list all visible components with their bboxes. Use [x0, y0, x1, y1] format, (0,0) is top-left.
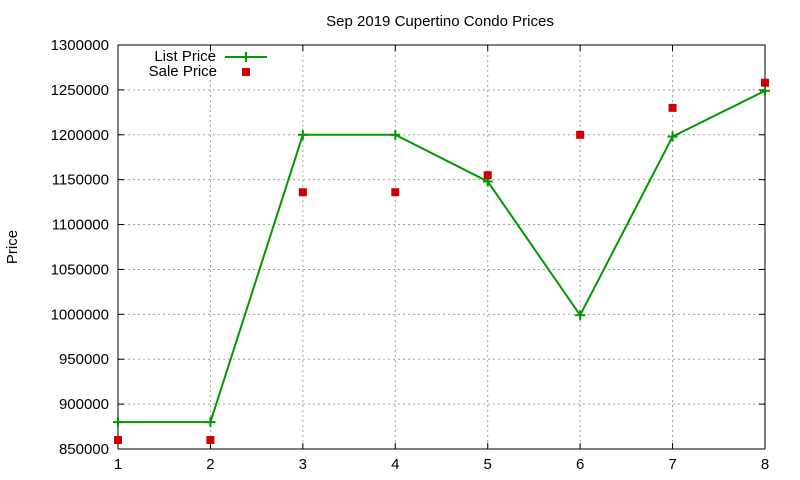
y-tick-label: 1200000 [51, 127, 109, 144]
y-tick-label: 1050000 [51, 261, 109, 278]
square-marker-icon [483, 171, 492, 180]
x-tick-label: 7 [668, 456, 676, 473]
y-axis-label: Price [4, 230, 21, 264]
legend-square-icon [242, 68, 250, 76]
square-marker-icon [761, 78, 769, 87]
chart-title: Sep 2019 Cupertino Condo Prices [326, 13, 554, 30]
square-marker-icon [576, 130, 585, 139]
x-tick-label: 2 [206, 456, 214, 473]
x-tick-label: 3 [299, 456, 307, 473]
square-marker-icon [114, 436, 122, 445]
y-axis-ticks: 850000 900000 950000 1000000 1050000 1100000 1… [51, 37, 765, 458]
x-tick-label: 5 [484, 456, 492, 473]
x-tick-label: 6 [576, 456, 584, 473]
legend-label-sale-price: Sale Price [149, 63, 217, 80]
y-tick-label: 1150000 [52, 172, 109, 189]
x-tick-label: 4 [391, 456, 399, 473]
y-tick-label: 1300000 [51, 37, 109, 54]
y-tick-label: 900000 [59, 396, 109, 413]
grid-lines [118, 45, 765, 449]
y-tick-label: 1100000 [52, 217, 109, 234]
legend-label-list-price: List Price [154, 48, 216, 65]
data-series [113, 78, 770, 445]
square-marker-icon [391, 188, 400, 197]
y-tick-label: 1250000 [51, 82, 109, 99]
plot-frame [117, 44, 766, 450]
square-marker-icon [206, 436, 215, 445]
square-marker-icon [298, 188, 307, 197]
y-tick-label: 850000 [59, 441, 109, 458]
x-tick-label: 8 [761, 456, 769, 473]
legend: List Price Sale Price [149, 48, 267, 80]
y-tick-label: 1000000 [51, 306, 109, 323]
list-price-line [118, 89, 766, 424]
y-tick-label: 950000 [59, 351, 109, 368]
x-tick-label: 1 [114, 456, 122, 473]
square-marker-icon [668, 103, 677, 112]
